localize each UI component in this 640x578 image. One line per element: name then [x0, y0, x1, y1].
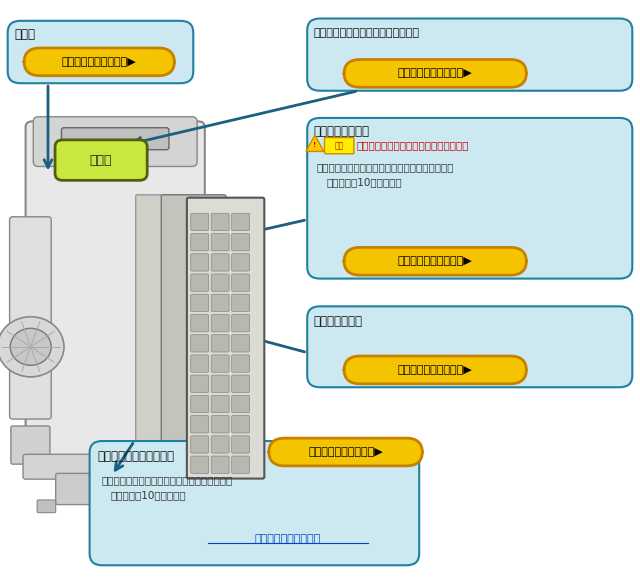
FancyBboxPatch shape — [232, 375, 250, 392]
FancyBboxPatch shape — [344, 247, 526, 275]
Text: 脱臭フィルター: 脱臭フィルター — [314, 315, 363, 328]
FancyBboxPatch shape — [211, 375, 229, 392]
FancyBboxPatch shape — [187, 198, 264, 479]
Text: お手入れ方法はこちら▶: お手入れ方法はこちら▶ — [398, 365, 472, 375]
FancyBboxPatch shape — [37, 500, 56, 513]
FancyBboxPatch shape — [232, 274, 250, 291]
FancyBboxPatch shape — [191, 314, 209, 332]
FancyBboxPatch shape — [191, 213, 209, 231]
FancyBboxPatch shape — [191, 254, 209, 271]
FancyBboxPatch shape — [33, 117, 197, 166]
FancyBboxPatch shape — [191, 456, 209, 473]
Text: （めやす　10年に１回）: （めやす 10年に１回） — [326, 177, 402, 187]
FancyBboxPatch shape — [191, 375, 209, 392]
FancyBboxPatch shape — [232, 254, 250, 271]
Text: 集じんフィルターは水洗いできません。: 集じんフィルターは水洗いできません。 — [356, 140, 469, 151]
Text: タンク: タンク — [14, 28, 35, 40]
FancyBboxPatch shape — [232, 355, 250, 372]
Text: お手入れ方法はこちら▶: お手入れ方法はこちら▶ — [308, 447, 383, 457]
FancyBboxPatch shape — [26, 121, 205, 468]
FancyBboxPatch shape — [211, 355, 229, 372]
Text: 交換のめやすについて: 交換のめやすについて — [255, 533, 321, 544]
FancyBboxPatch shape — [191, 294, 209, 312]
FancyBboxPatch shape — [232, 213, 250, 231]
FancyBboxPatch shape — [191, 355, 209, 372]
Text: お手入れ方法はこちら▶: お手入れ方法はこちら▶ — [62, 57, 136, 67]
FancyBboxPatch shape — [232, 314, 250, 332]
FancyBboxPatch shape — [307, 18, 632, 91]
Text: 集じんフィルターは定期的に交換してください。: 集じんフィルターは定期的に交換してください。 — [317, 162, 454, 173]
FancyBboxPatch shape — [211, 395, 229, 413]
FancyBboxPatch shape — [232, 234, 250, 251]
Polygon shape — [306, 135, 324, 151]
Text: 集じんフィルター: 集じんフィルター — [314, 125, 370, 138]
Text: 本体外観・後ろパネル・センサー部: 本体外観・後ろパネル・センサー部 — [314, 28, 420, 38]
Circle shape — [0, 317, 64, 377]
FancyBboxPatch shape — [90, 441, 419, 565]
FancyBboxPatch shape — [161, 195, 226, 464]
FancyBboxPatch shape — [8, 21, 193, 83]
FancyBboxPatch shape — [211, 254, 229, 271]
FancyBboxPatch shape — [191, 395, 209, 413]
FancyBboxPatch shape — [232, 395, 250, 413]
FancyBboxPatch shape — [232, 456, 250, 473]
FancyBboxPatch shape — [191, 416, 209, 433]
Text: 注意: 注意 — [335, 141, 344, 150]
FancyBboxPatch shape — [61, 128, 169, 150]
Text: 加湿フィルター・トレー: 加湿フィルター・トレー — [97, 450, 174, 462]
FancyBboxPatch shape — [56, 473, 149, 505]
FancyBboxPatch shape — [191, 335, 209, 352]
FancyBboxPatch shape — [191, 274, 209, 291]
FancyBboxPatch shape — [24, 48, 174, 76]
FancyBboxPatch shape — [55, 140, 147, 180]
FancyBboxPatch shape — [10, 217, 51, 419]
FancyBboxPatch shape — [232, 294, 250, 312]
FancyBboxPatch shape — [211, 436, 229, 453]
FancyBboxPatch shape — [191, 234, 209, 251]
FancyBboxPatch shape — [191, 436, 209, 453]
FancyBboxPatch shape — [232, 335, 250, 352]
Text: 加湿フィルターは定期的に交換してください。: 加湿フィルターは定期的に交換してください。 — [101, 475, 232, 485]
FancyBboxPatch shape — [211, 456, 229, 473]
FancyBboxPatch shape — [211, 213, 229, 231]
FancyBboxPatch shape — [324, 138, 354, 154]
Text: （めやす　10年に１回）: （めやす 10年に１回） — [110, 490, 186, 501]
FancyBboxPatch shape — [307, 118, 632, 279]
FancyBboxPatch shape — [344, 356, 526, 384]
FancyBboxPatch shape — [232, 416, 250, 433]
FancyBboxPatch shape — [307, 306, 632, 387]
FancyBboxPatch shape — [211, 274, 229, 291]
FancyBboxPatch shape — [11, 426, 50, 464]
FancyBboxPatch shape — [211, 314, 229, 332]
FancyBboxPatch shape — [211, 234, 229, 251]
FancyBboxPatch shape — [211, 416, 229, 433]
FancyBboxPatch shape — [211, 294, 229, 312]
Text: !: ! — [313, 142, 317, 148]
FancyBboxPatch shape — [178, 500, 196, 513]
Text: お手入れ方法はこちら▶: お手入れ方法はこちら▶ — [398, 256, 472, 266]
FancyBboxPatch shape — [344, 60, 526, 87]
FancyBboxPatch shape — [23, 454, 207, 479]
Circle shape — [10, 328, 51, 365]
Text: 背　面: 背 面 — [90, 154, 113, 166]
FancyBboxPatch shape — [136, 195, 200, 453]
Text: お手入れ方法はこちら▶: お手入れ方法はこちら▶ — [398, 68, 472, 79]
FancyBboxPatch shape — [211, 335, 229, 352]
FancyBboxPatch shape — [232, 436, 250, 453]
FancyBboxPatch shape — [269, 438, 422, 466]
